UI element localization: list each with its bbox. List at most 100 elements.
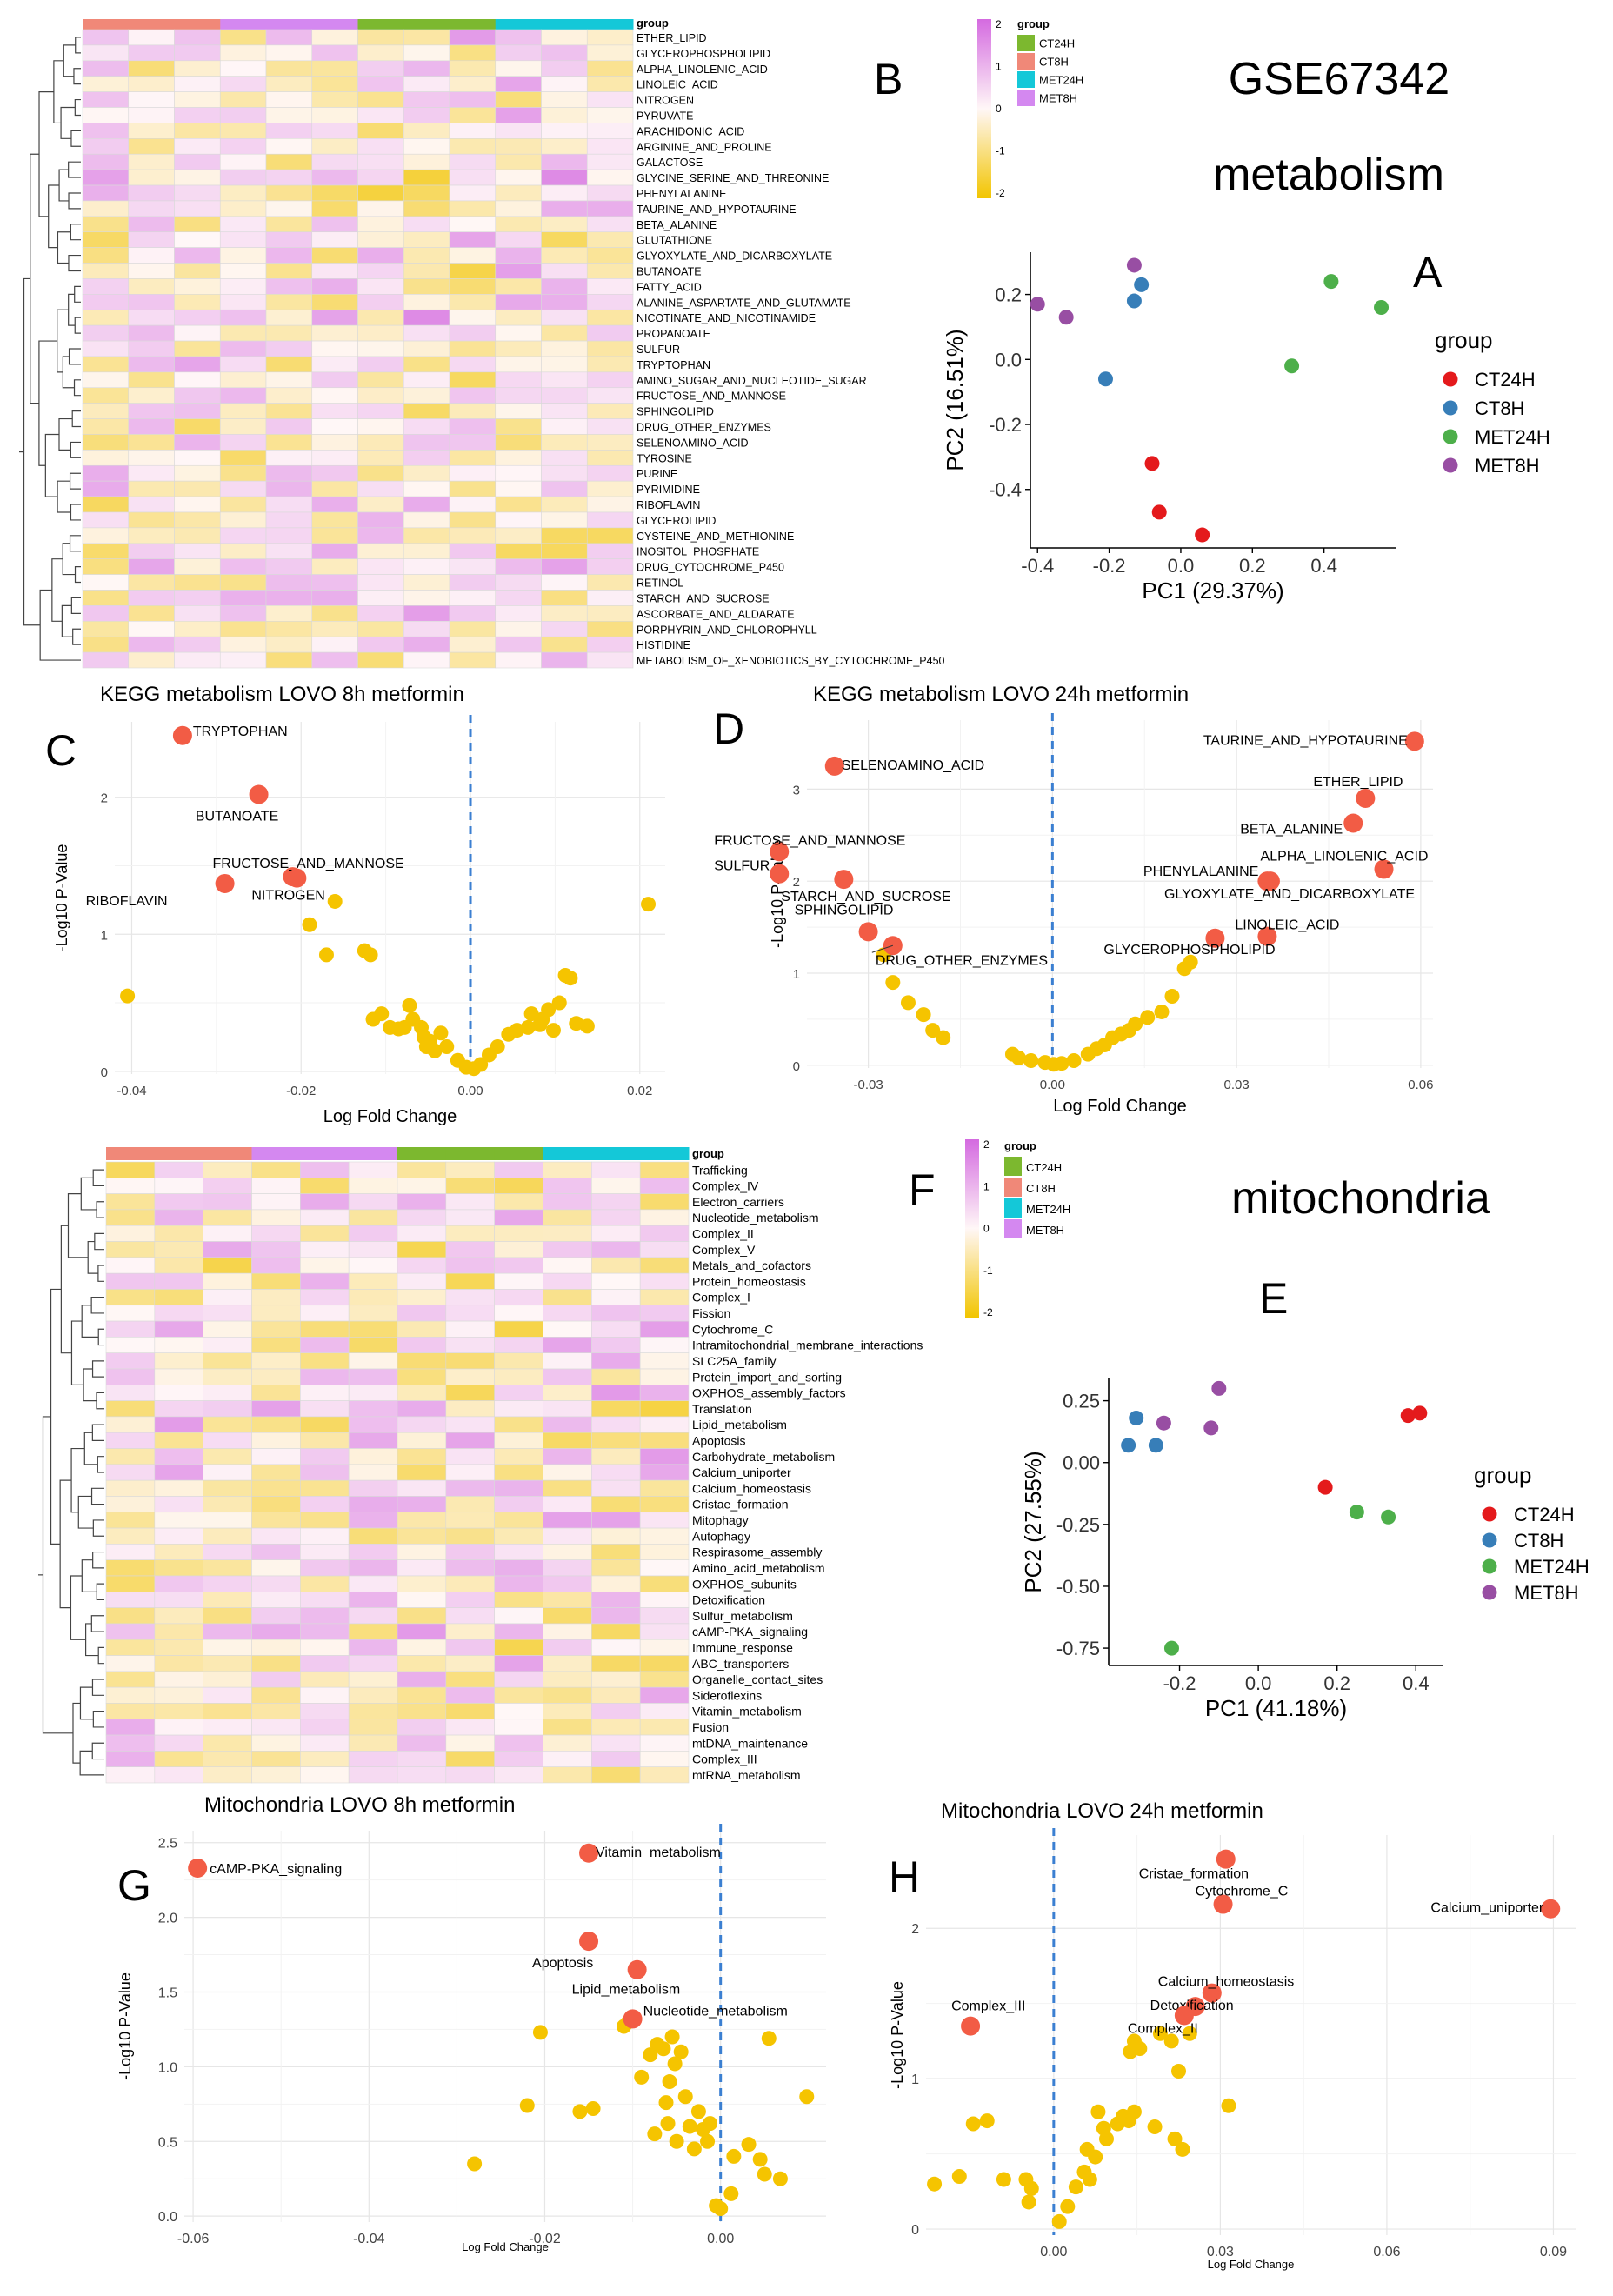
heatmap-cell (357, 605, 404, 622)
dendrogram-branch (69, 535, 81, 552)
x-tick-label: -0.02 (286, 1084, 316, 1098)
heatmap-cell (639, 1766, 690, 1784)
heatmap-cell (403, 340, 450, 357)
nonsignificant-point (439, 1038, 455, 1054)
dendrogram-branch (72, 1702, 81, 1764)
heatmap-cell (105, 1193, 156, 1211)
heatmap-cell (639, 1544, 690, 1560)
heatmap-cell (154, 1193, 203, 1211)
heatmap-cell (494, 1655, 543, 1672)
heatmap-cell (219, 216, 267, 233)
row-label: Amino_acid_metabolism (692, 1561, 825, 1575)
heatmap-cell (495, 216, 542, 233)
heatmap-cell (219, 263, 267, 279)
heatmap-cell (82, 76, 130, 92)
heatmap-cell (543, 1432, 592, 1449)
heatmap-cell (495, 294, 542, 310)
annotation-cell-MET24H (495, 19, 542, 30)
heatmap-cell (445, 1464, 495, 1481)
heatmap-cell (639, 1751, 690, 1767)
heatmap-cell (311, 200, 358, 217)
heatmap-cell (300, 1671, 350, 1688)
significant-point (1404, 731, 1424, 751)
heatmap-cell (311, 496, 358, 513)
row-label: PYRUVATE (637, 110, 694, 122)
heatmap-cell (265, 324, 313, 342)
heatmap-cell (495, 44, 542, 62)
heatmap-cell (128, 450, 175, 466)
heatmap-cell (348, 1193, 398, 1211)
heatmap-cell (586, 76, 634, 92)
heatmap-cell (586, 496, 634, 513)
significant-point (1205, 928, 1225, 948)
heatmap-cell (541, 324, 588, 342)
dendrogram-branch (92, 1551, 104, 1569)
heatmap-cell (445, 1368, 495, 1385)
heatmap-cell (357, 496, 404, 513)
heatmap-cell (251, 1527, 301, 1545)
heatmap-cell (311, 138, 358, 155)
significant-point (188, 1858, 208, 1878)
heatmap-cell (586, 60, 634, 77)
heatmap-cell (203, 1655, 252, 1672)
heatmap-cell (586, 605, 634, 622)
heatmap-cell (403, 636, 450, 653)
heatmap-cell (82, 91, 130, 108)
heatmap-cell (203, 1448, 252, 1465)
heatmap-cell (591, 1289, 641, 1306)
heatmap-cell (203, 1623, 252, 1640)
heatmap-cell (219, 387, 267, 404)
pca-legend-swatch-CT8H (1482, 1532, 1497, 1548)
heatmap-cell (639, 1703, 690, 1720)
heatmap-cell (251, 1448, 301, 1465)
dendrogram-branch (73, 68, 81, 85)
heatmap-cell (357, 138, 404, 155)
heatmap-cell (403, 231, 450, 248)
heatmap-cell (543, 1496, 592, 1513)
x-tick-label: 0.03 (1207, 2245, 1234, 2259)
heatmap-cell (265, 543, 313, 559)
heatmap-cell (219, 464, 267, 482)
heatmap-cell (128, 574, 175, 591)
y-axis-label: PC2 (27.55%) (1020, 1451, 1046, 1592)
heatmap-cell (591, 1671, 641, 1688)
heatmap-cell (586, 263, 634, 279)
heatmap-cell (105, 1225, 156, 1242)
heatmap-cell (82, 44, 130, 62)
heatmap-cell (348, 1686, 398, 1704)
heatmap-cell (495, 76, 542, 92)
heatmap-cell (154, 1623, 203, 1640)
heatmap-cell (445, 1734, 495, 1752)
heatmap-cell (495, 590, 542, 606)
row-dendrogram (38, 1169, 104, 1776)
heatmap-cell (82, 651, 130, 669)
heatmap-cell (311, 184, 358, 202)
heatmap-cell (300, 1272, 350, 1290)
dendrogram-branch (53, 60, 64, 124)
row-label: Lipid_metabolism (692, 1418, 787, 1432)
annotation-cell-CT24H (445, 1147, 496, 1160)
heatmap-cell (203, 1289, 252, 1306)
heatmap-cell (639, 1671, 690, 1688)
heatmap-cell (219, 590, 267, 606)
color-scale-bar (977, 19, 991, 198)
nonsignificant-point (585, 2100, 601, 2116)
heatmap-cell (265, 636, 313, 653)
heatmap-cell (591, 1751, 641, 1767)
row-label: Complex_II (692, 1227, 754, 1241)
heatmap-cell (543, 1686, 592, 1704)
nonsignificant-point (1163, 2033, 1179, 2049)
heatmap-cell (105, 1592, 156, 1608)
nonsignificant-point (662, 2074, 677, 2090)
dendrogram-branch (97, 1265, 104, 1282)
x-tick-label: -0.06 (177, 2232, 210, 2246)
heatmap-cell (300, 1416, 350, 1433)
dendrogram-branch (60, 1225, 72, 1354)
heatmap-cell (174, 527, 221, 544)
heatmap-cell (591, 1512, 641, 1529)
heatmap-cell (357, 403, 404, 419)
heatmap-cell (357, 324, 404, 342)
nonsignificant-point (374, 1006, 390, 1022)
section-title-metabolism: metabolism (1213, 150, 1444, 200)
row-label: LINOLEIC_ACID (637, 79, 718, 91)
